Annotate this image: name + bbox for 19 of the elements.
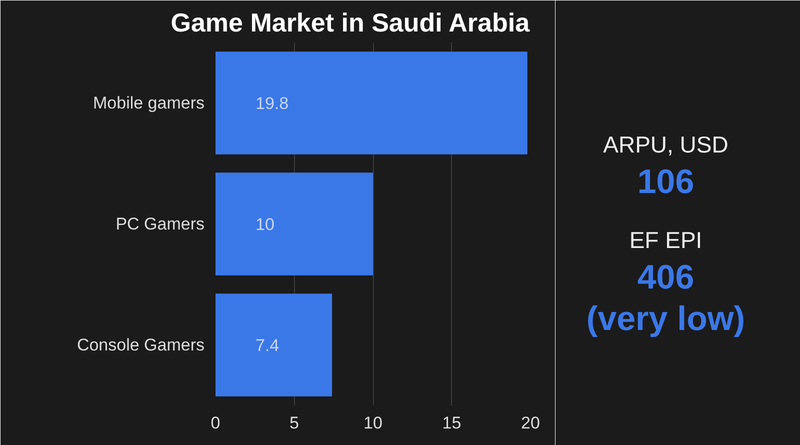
bar: [216, 52, 528, 154]
x-tick-label: 20: [521, 414, 540, 432]
x-tick-label: 0: [210, 414, 220, 432]
bar: [216, 294, 332, 396]
text: 106: [637, 163, 694, 202]
text: EF EPI: [629, 226, 702, 253]
text: 406 (very low): [586, 258, 746, 338]
x-tick-label: 10: [364, 414, 382, 432]
y-tick-label: PC Gamers: [116, 214, 205, 234]
data-label: 10: [256, 215, 274, 234]
y-tick-label: Console Gamers: [76, 336, 205, 354]
bar: [216, 172, 373, 276]
data-label: 7.4: [256, 336, 280, 355]
text: ARPU, USD: [603, 131, 728, 158]
x-tick-label: 5: [290, 414, 299, 432]
chart-title: Game Market in Saudi Arabia: [170, 8, 530, 38]
x-tick-label: 15: [442, 414, 462, 432]
data-label: 19.8: [256, 94, 289, 113]
y-tick-label: Mobile gamers: [93, 94, 205, 112]
